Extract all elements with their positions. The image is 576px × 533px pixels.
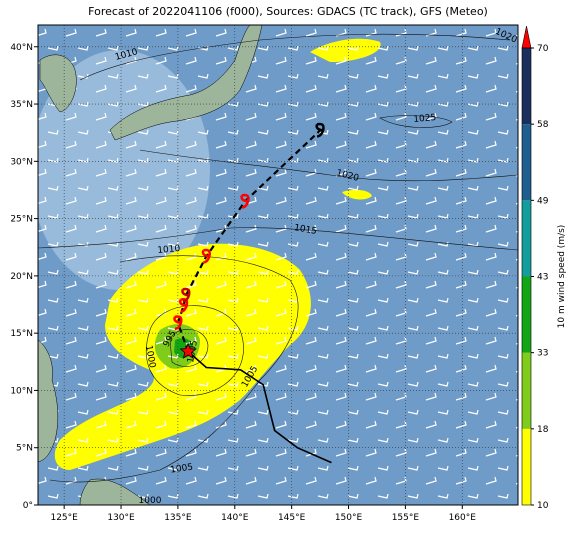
isobar bbox=[49, 255, 299, 483]
x-tick-label: 140°E bbox=[221, 513, 249, 523]
land-new-guinea bbox=[79, 478, 151, 505]
y-tick-label: 20°N bbox=[10, 272, 33, 282]
y-tick-label: 5°N bbox=[16, 444, 33, 454]
chart-title: Forecast of 2022041106 (f000), Sources: … bbox=[88, 5, 488, 18]
cyclone-symbol bbox=[181, 287, 191, 303]
x-tick-label: 160°E bbox=[449, 513, 477, 523]
colorbar-tick-label: 10 bbox=[537, 501, 549, 511]
grid-layer bbox=[34, 25, 518, 509]
cyclone-symbol bbox=[178, 298, 189, 313]
plot-frame bbox=[37, 24, 519, 506]
x-tick-label: 145°E bbox=[278, 513, 306, 523]
colorbar: 10 18 33 43 49 58 70 10 m wind speed (m/s) bbox=[521, 25, 567, 511]
x-tick-label: 130°E bbox=[107, 513, 135, 523]
x-tick-label: 150°E bbox=[335, 513, 363, 523]
land-philippines bbox=[38, 339, 59, 463]
colorbar-tick-label: 18 bbox=[537, 425, 549, 435]
isobar-label: 1005 bbox=[170, 462, 194, 475]
past-track bbox=[187, 350, 332, 464]
current-position bbox=[179, 342, 197, 359]
land-korea bbox=[39, 54, 77, 113]
track-layer bbox=[173, 122, 332, 464]
colorbar-tick-label: 43 bbox=[537, 273, 548, 283]
colorbar-tick-label: 33 bbox=[537, 349, 548, 359]
colorbar-segment bbox=[522, 200, 531, 277]
cyclone-symbol bbox=[173, 315, 183, 331]
colorbar-tick-label: 49 bbox=[537, 196, 549, 206]
isobar-label: 1015 bbox=[293, 223, 317, 237]
colorbar-segment bbox=[522, 276, 531, 353]
colorbar-segment bbox=[522, 124, 531, 201]
colorbar-segment bbox=[522, 352, 531, 429]
colorbar-tick-label: 58 bbox=[537, 120, 549, 130]
colorbar-segment bbox=[522, 48, 531, 125]
colorbar-extension bbox=[521, 25, 532, 49]
y-tick-label: 15°N bbox=[10, 329, 33, 339]
wind-barbs bbox=[38, 25, 518, 505]
y-tick-label: 35°N bbox=[10, 100, 33, 110]
map-area bbox=[38, 25, 518, 505]
isobar bbox=[379, 115, 453, 128]
cyclone-symbol bbox=[201, 248, 211, 264]
y-tick-label: 40°N bbox=[10, 43, 33, 53]
x-tick-label: 155°E bbox=[392, 513, 420, 523]
cyclone-symbol bbox=[240, 193, 250, 209]
isobar bbox=[139, 149, 518, 182]
colorbar-tick-label: 70 bbox=[537, 44, 549, 54]
y-tick-label: 0° bbox=[23, 501, 33, 511]
y-tick-label: 30°N bbox=[10, 157, 33, 167]
x-tick-label: 135°E bbox=[164, 513, 192, 523]
colorbar-label: 10 m wind speed (m/s) bbox=[557, 225, 567, 329]
isobar-label: 1025 bbox=[413, 113, 437, 125]
isobar-label: 1000 bbox=[139, 496, 162, 506]
colorbar-segment bbox=[522, 428, 531, 505]
isobar-label: 1000 bbox=[143, 345, 157, 370]
cyclone-symbol bbox=[315, 122, 325, 138]
y-tick-label: 25°N bbox=[10, 215, 33, 225]
isobar bbox=[38, 227, 518, 251]
x-tick-label: 125°E bbox=[50, 513, 78, 523]
isobar-label: 1010 bbox=[157, 244, 181, 256]
isobar bbox=[79, 33, 511, 81]
isobar bbox=[146, 305, 244, 396]
y-tick-label: 10°N bbox=[10, 386, 33, 396]
